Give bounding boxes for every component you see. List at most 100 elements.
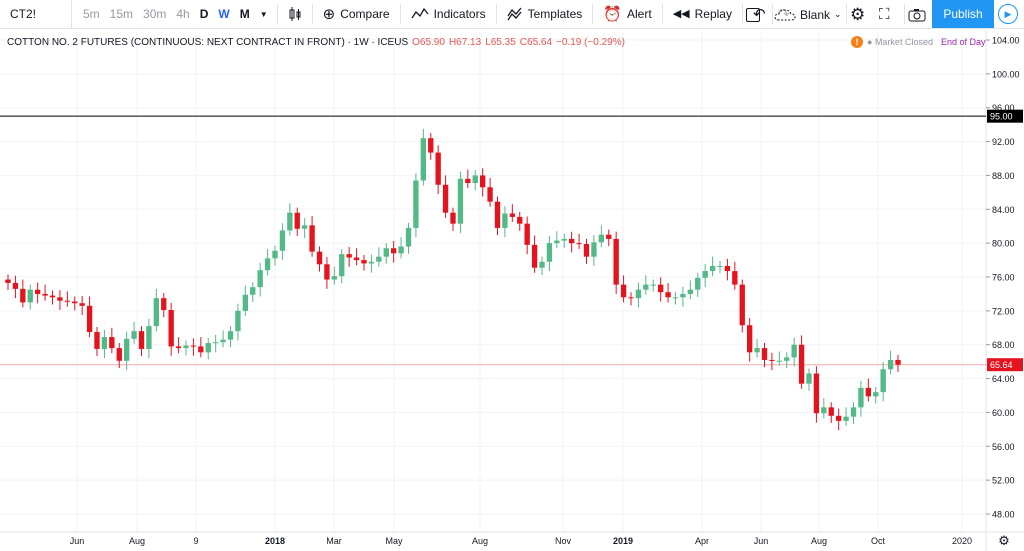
candle — [858, 380, 864, 417]
interval-4h[interactable]: 4h — [176, 7, 190, 21]
layout-select[interactable]: Blank ⌄ — [774, 0, 842, 29]
candle — [183, 340, 189, 356]
candle — [887, 350, 894, 375]
candle-body — [309, 225, 315, 252]
candle — [175, 337, 182, 354]
candle — [138, 326, 145, 357]
candle — [776, 351, 783, 366]
candle-body — [546, 243, 553, 262]
candle — [435, 145, 441, 195]
candle — [168, 302, 174, 356]
candle — [746, 318, 753, 362]
candle-body — [650, 284, 656, 286]
compare-label: Compare — [340, 7, 390, 21]
candle-body — [235, 310, 241, 332]
candle-body — [390, 248, 397, 254]
candle — [72, 296, 78, 311]
divider — [311, 4, 313, 24]
settings-button[interactable]: ⚙ — [850, 0, 865, 29]
candle — [109, 327, 115, 354]
interval-30m[interactable]: 30m — [143, 7, 167, 21]
fullscreen-button[interactable]: ⛶ — [879, 0, 890, 29]
candle — [517, 211, 523, 231]
candle-body — [598, 234, 605, 243]
symbol-search[interactable]: CT2! — [0, 0, 72, 29]
interval-15m[interactable]: 15m — [109, 7, 134, 21]
candle-body — [873, 392, 879, 397]
interval-m[interactable]: M — [239, 7, 250, 21]
candle-body — [116, 348, 122, 361]
horizontal-level-badge — [987, 109, 1023, 123]
candle-body — [220, 339, 226, 343]
cloud-icon — [774, 8, 796, 20]
candle-body — [665, 292, 671, 298]
candle-body — [146, 326, 152, 349]
candle-body — [272, 250, 278, 259]
candle — [650, 279, 656, 292]
compare-button[interactable]: ⊕ Compare — [317, 0, 396, 29]
candle — [687, 280, 694, 300]
candle-body — [576, 243, 582, 245]
divider — [661, 4, 663, 24]
market-status: ! ● Market Closed End of Day — [851, 36, 986, 48]
candle-body — [695, 277, 701, 290]
interval-5m[interactable]: 5m — [83, 7, 100, 21]
price-tick-label: 84.00 — [992, 205, 1015, 215]
candle-body — [606, 234, 612, 239]
candle-body — [428, 138, 434, 153]
candle-body — [472, 175, 478, 184]
candle — [242, 285, 249, 316]
candle — [657, 277, 664, 302]
candle-body — [487, 187, 493, 202]
candle-body — [264, 258, 271, 271]
alert-button[interactable]: ⏰ Alert — [597, 0, 657, 29]
price-tick-label: 48.00 — [992, 510, 1015, 520]
candle — [420, 128, 427, 186]
interval-d[interactable]: D — [199, 7, 209, 21]
candle-body — [198, 346, 204, 353]
indicators-button[interactable]: Indicators — [405, 0, 492, 29]
candle — [702, 263, 708, 288]
gear-icon: ⚙ — [850, 5, 866, 24]
candle-body — [494, 201, 501, 228]
candle — [301, 218, 308, 239]
candle — [346, 246, 352, 267]
warning-icon[interactable]: ! — [851, 36, 863, 48]
candle-body — [383, 248, 389, 257]
chart-area[interactable]: 48.00 52.00 56.00 60.00 64.00 68.00 72.00 76.00… — [0, 30, 1024, 551]
price-tick-label: 96.00 — [992, 103, 1015, 113]
snapshot-button[interactable] — [908, 0, 926, 29]
candle-body — [479, 175, 486, 188]
price-axis[interactable]: 48.00 52.00 56.00 60.00 64.00 68.00 72.00 76.00… — [986, 36, 1020, 520]
candle-body — [205, 343, 211, 353]
chart-style-button[interactable] — [282, 0, 308, 29]
candle-body — [190, 345, 197, 347]
candle-body — [895, 359, 901, 365]
time-axis[interactable]: Jun Aug 9 2018 Mar May Aug Nov 2019 Apr Jun Aug Oct 2… — [70, 536, 972, 546]
interval-dropdown-icon[interactable]: ▼ — [259, 9, 268, 19]
candle-body — [761, 348, 768, 360]
rewind-icon: ◀◀ — [672, 7, 690, 20]
fullscreen-layout-button[interactable] — [746, 0, 760, 29]
axis-settings-icon[interactable]: ⚙ — [998, 533, 1010, 548]
candle — [583, 238, 590, 264]
interval-w[interactable]: W — [218, 7, 230, 21]
candle — [279, 223, 286, 261]
publish-button[interactable]: Publish — [932, 0, 994, 28]
replay-button[interactable]: ◀◀ Replay — [667, 0, 738, 29]
candle-body — [183, 345, 189, 349]
candle — [628, 292, 634, 306]
candle-body — [687, 289, 694, 294]
candle — [64, 291, 71, 307]
candle-body — [257, 270, 263, 288]
candle — [353, 248, 360, 266]
candle-body — [828, 407, 834, 416]
candle — [591, 235, 597, 266]
candle — [576, 233, 582, 250]
templates-button[interactable]: Templates — [501, 0, 589, 29]
candle — [390, 241, 397, 263]
price-chart[interactable]: 48.00 52.00 56.00 60.00 64.00 68.00 72.00 76.00… — [0, 30, 1024, 551]
play-button[interactable]: ▶ — [998, 4, 1018, 24]
price-tick-label: 64.00 — [992, 374, 1015, 384]
candle — [613, 231, 619, 294]
